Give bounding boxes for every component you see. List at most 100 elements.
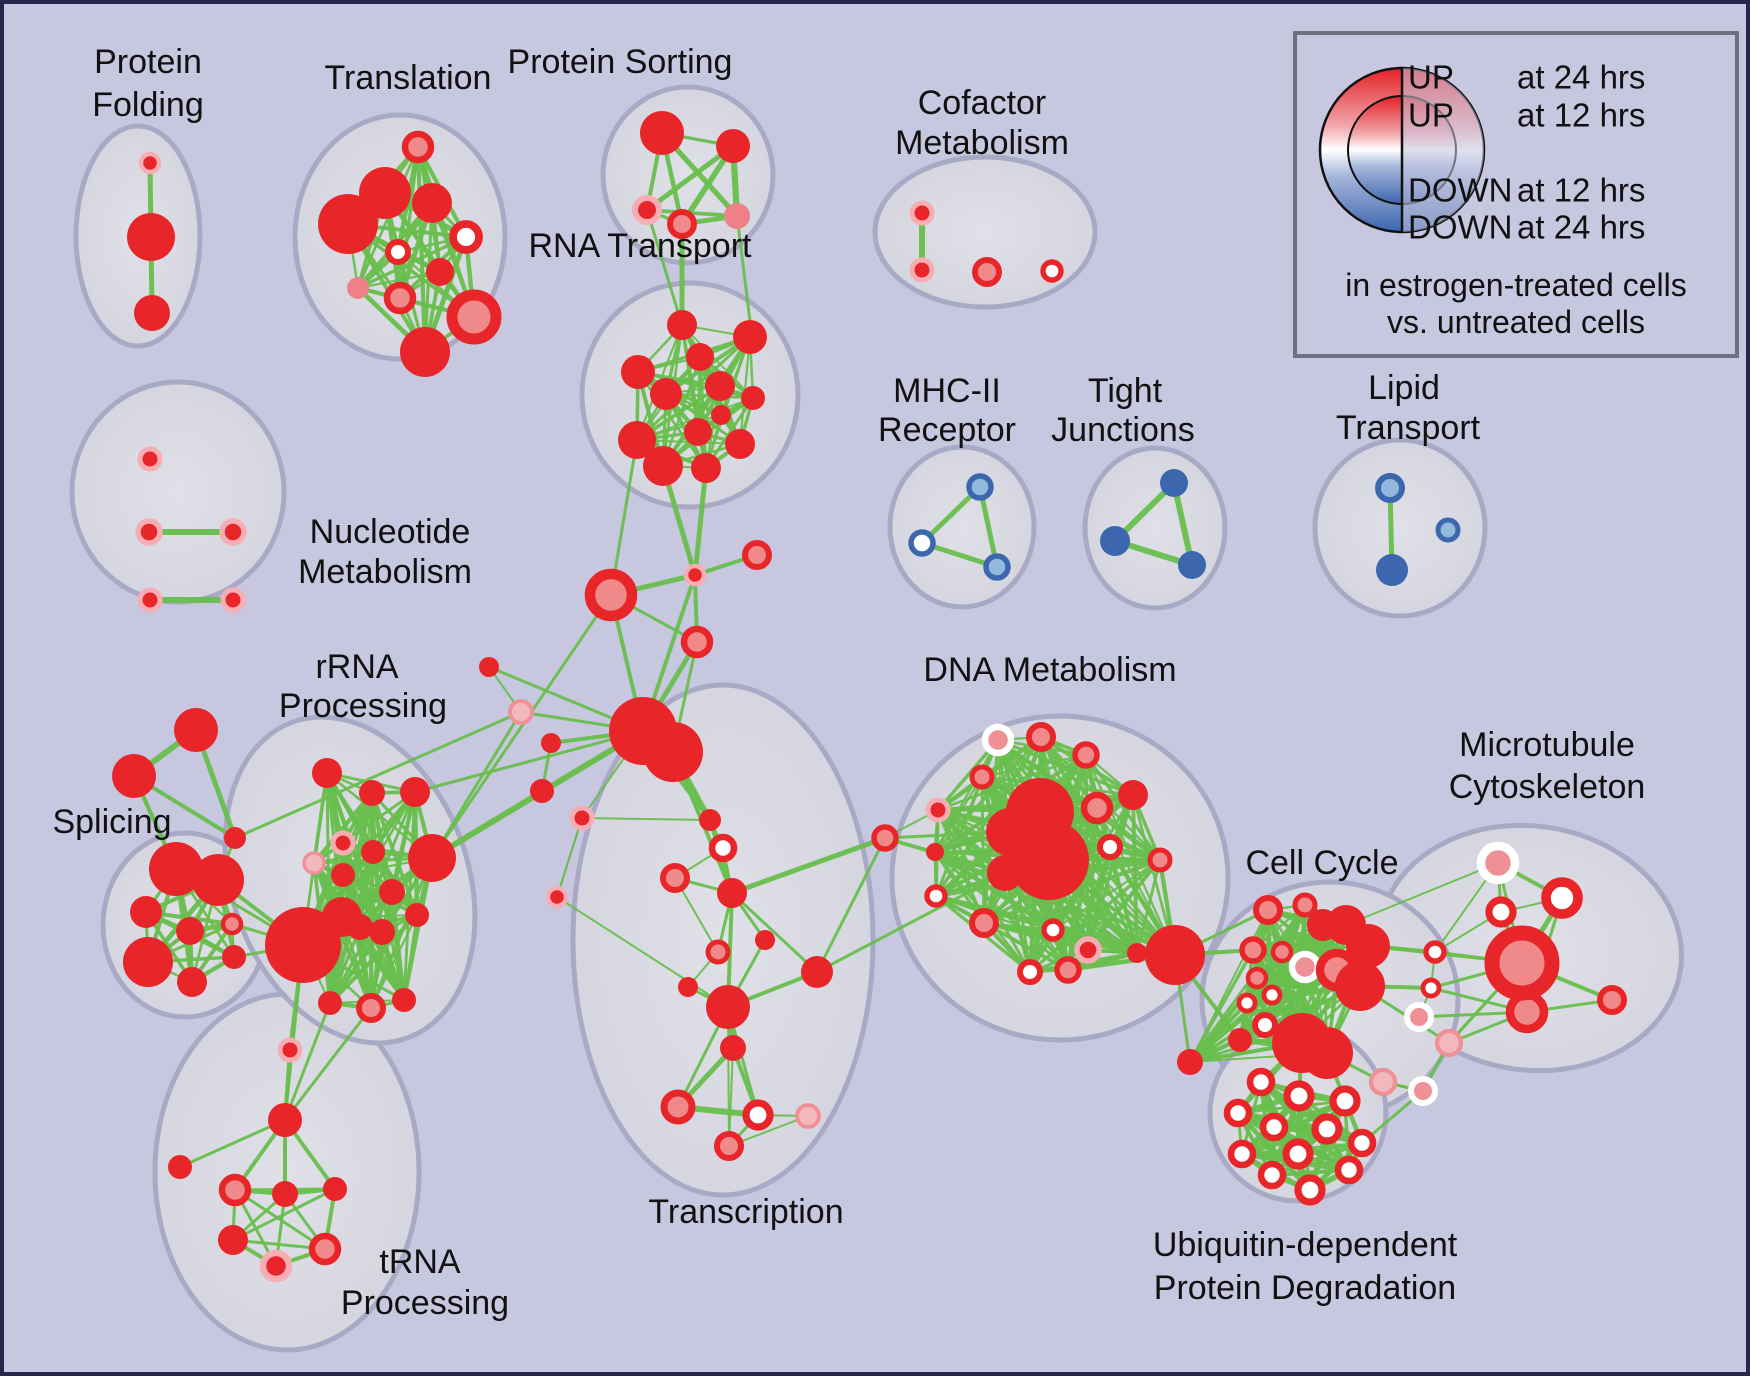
gene-node-splicing	[130, 896, 162, 928]
gene-node-nucleotide-metabolism	[219, 518, 247, 546]
interaction-edge	[556, 817, 583, 898]
gene-node-splicing	[224, 827, 246, 849]
gene-node-ubiquitin-degradation	[1223, 1098, 1253, 1128]
interaction-edge	[413, 729, 645, 794]
gene-node-rrna-processing	[361, 840, 385, 864]
gene-node-ubiquitin-degradation	[1227, 1139, 1257, 1169]
gene-node-splicing	[149, 842, 203, 896]
interaction-edge	[283, 1001, 332, 1122]
gene-node-rna-transport	[691, 453, 721, 483]
gene-node-connectors	[609, 697, 677, 765]
interaction-edge	[645, 208, 684, 327]
gene-node-rna-transport	[725, 429, 755, 459]
gene-node-rrna-processing	[400, 777, 430, 807]
gene-node-dna-metabolism	[1041, 918, 1065, 942]
gene-node-rna-transport	[684, 418, 712, 446]
gene-node-ubiquitin-degradation	[1347, 1128, 1377, 1158]
gene-node-rna-transport	[621, 355, 655, 389]
gene-node-transcription	[755, 930, 775, 950]
cluster-label-trna-processing: tRNA	[379, 1243, 461, 1281]
gene-node-cell-cycle	[1236, 992, 1258, 1014]
gene-node-rna-transport	[643, 446, 683, 486]
cluster-outline-nucleotide-metabolism	[69, 379, 287, 605]
gene-node-dna-metabolism	[981, 723, 1015, 757]
interaction-edge	[233, 1188, 327, 1251]
gene-node-dna-metabolism	[1147, 847, 1173, 873]
gene-node-dna-metabolism	[969, 764, 995, 790]
gene-node-translation	[400, 327, 450, 377]
gene-node-dna-metabolism	[1080, 791, 1114, 825]
gene-node-microtubule-cytoskeleton	[1420, 977, 1442, 999]
gene-node-trna-processing	[259, 1249, 293, 1283]
interaction-edge	[815, 871, 1007, 974]
interaction-edge	[730, 891, 819, 974]
legend-direction-label: UP	[1408, 59, 1454, 96]
gene-node-connectors	[541, 733, 561, 753]
interaction-edge	[231, 1187, 337, 1242]
gene-node-splicing	[112, 754, 156, 798]
gene-node-rna-transport	[650, 378, 682, 410]
gene-node-ubiquitin-degradation	[1259, 1112, 1289, 1142]
interaction-edge	[635, 335, 752, 442]
legend-time-label: at 12 hrs	[1517, 172, 1645, 209]
gene-node-rrna-processing	[359, 780, 385, 806]
gene-node-connectors	[584, 568, 638, 622]
gene-node-rrna-processing	[302, 851, 326, 875]
gene-node-translation	[383, 281, 417, 315]
gene-node-transcription	[660, 863, 690, 893]
gene-node-nucleotide-metabolism	[135, 518, 163, 546]
legend-footer-line1: in estrogen-treated cells	[1345, 267, 1687, 303]
gene-node-protein-sorting	[716, 129, 750, 163]
gene-node-rrna-processing	[331, 863, 355, 887]
gene-node-lipid-transport	[1435, 517, 1461, 543]
gene-node-cell-cycle	[1292, 892, 1318, 918]
gene-node-transcription	[708, 833, 738, 863]
gene-node-transcription	[699, 809, 721, 831]
interaction-edge	[681, 324, 754, 399]
gene-node-microtubule-cytoskeleton	[1368, 1067, 1398, 1097]
gene-node-cell-cycle	[1239, 936, 1267, 964]
interaction-edge	[636, 370, 708, 470]
cluster-label-microtubule-cytoskeleton: Microtubule	[1459, 726, 1635, 764]
gene-node-splicing	[177, 967, 207, 997]
gene-node-dna-metabolism	[1097, 834, 1123, 860]
interaction-edge	[735, 214, 754, 339]
gene-node-rna-transport	[733, 320, 767, 354]
cluster-label-rna-transport: RNA Transport	[529, 227, 753, 265]
gene-node-rrna-processing	[369, 919, 395, 945]
interaction-edge	[402, 790, 417, 1002]
gene-node-splicing	[176, 917, 204, 945]
interaction-edge	[233, 710, 523, 840]
gene-node-cell-cycle	[1252, 1012, 1278, 1038]
interaction-edge	[815, 836, 887, 974]
cluster-labels-layer: NucleotideMetabolismProteinFoldingTransl…	[52, 43, 1645, 1322]
gene-node-ubiquitin-degradation	[1294, 1174, 1326, 1206]
gene-node-protein-sorting	[640, 111, 684, 155]
gene-node-rrna-processing	[392, 988, 416, 1012]
cluster-label-protein-folding: Protein	[94, 43, 202, 81]
legend-time-label: at 24 hrs	[1517, 59, 1645, 96]
gene-node-dna-metabolism	[1026, 722, 1056, 752]
gene-node-dna-metabolism	[969, 908, 999, 938]
interaction-edge	[311, 790, 375, 866]
cluster-label-mhc-ii-receptor: MHC-II	[893, 372, 1001, 410]
interaction-edge	[934, 894, 1090, 952]
gene-node-transcription	[720, 1035, 746, 1061]
gene-node-protein-folding	[138, 151, 162, 175]
interaction-edge	[936, 808, 1032, 974]
gene-node-rna-transport	[741, 386, 765, 410]
gene-node-mhc-ii-receptor	[983, 553, 1011, 581]
cluster-label-nucleotide-metabolism: Nucleotide	[310, 513, 471, 551]
legend-direction-label: DOWN	[1408, 172, 1512, 209]
gene-node-connectors	[508, 699, 534, 725]
gene-node-trna-processing	[272, 1181, 298, 1207]
gene-node-translation	[446, 289, 502, 345]
interaction-edge	[283, 1006, 373, 1122]
gene-node-rrna-processing	[379, 879, 405, 905]
legend-direction-label: UP	[1408, 97, 1454, 134]
gene-node-cofactor-metabolism	[1040, 259, 1064, 283]
cluster-label-translation: Translation	[325, 59, 492, 97]
interaction-edge	[729, 835, 888, 896]
gene-node-cofactor-metabolism	[909, 200, 935, 226]
